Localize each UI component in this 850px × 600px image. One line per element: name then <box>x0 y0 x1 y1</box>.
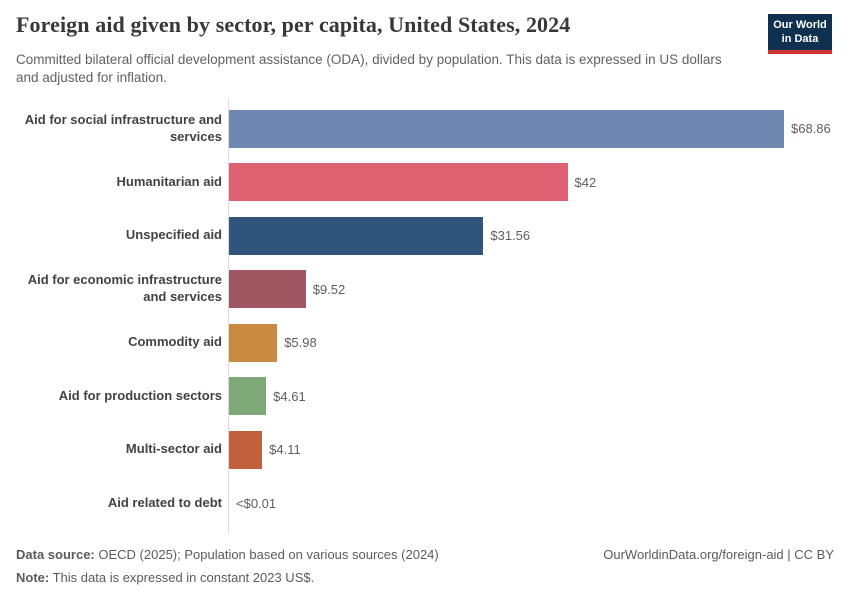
chart-subtitle: Committed bilateral official development… <box>16 52 722 85</box>
category-label: Unspecified aid <box>125 227 222 243</box>
bar-area: $68.86 <box>229 102 834 156</box>
category-label: Aid related to debt <box>107 494 222 510</box>
chart-rows: Aid for social infrastructure and servic… <box>16 102 834 530</box>
chart-row: Aid for economic infrastructure and serv… <box>16 263 834 317</box>
data-source-line: Data source: OECD (2025); Population bas… <box>16 543 834 566</box>
bar[interactable] <box>229 163 568 202</box>
bar[interactable] <box>229 323 278 362</box>
category-label: Commodity aid <box>128 334 222 350</box>
owid-logo-accent-strip <box>768 49 832 54</box>
owid-logo[interactable]: Our World in Data <box>768 14 832 54</box>
value-label: $31.56 <box>490 228 531 244</box>
value-label: $4.61 <box>273 388 306 404</box>
chart-footer: Data source: OECD (2025); Population bas… <box>16 543 834 589</box>
bar[interactable] <box>229 216 484 255</box>
category-label: Aid for production sectors <box>58 387 222 403</box>
chart-row: Unspecified aid $31.56 <box>16 209 834 263</box>
y-axis-line <box>228 98 229 534</box>
bar-area: $4.11 <box>229 423 834 477</box>
value-label: $5.98 <box>284 335 317 351</box>
value-label: $42 <box>574 174 597 190</box>
bar-chart: Aid for social infrastructure and servic… <box>16 98 834 534</box>
bar-area: $31.56 <box>229 209 834 263</box>
chart-row: Aid for production sectors $4.61 <box>16 370 834 424</box>
chart-row: Commodity aid $5.98 <box>16 316 834 370</box>
data-source-label: Data source: <box>16 547 95 562</box>
chart-row: Aid for social infrastructure and servic… <box>16 102 834 156</box>
chart-row: Humanitarian aid $42 <box>16 156 834 210</box>
value-label: $4.11 <box>269 442 301 458</box>
bar-area: <$0.01 <box>229 477 834 531</box>
bar[interactable] <box>229 377 267 416</box>
value-label: <$0.01 <box>236 495 277 511</box>
category-label: Multi-sector aid <box>125 441 222 457</box>
chart-title: Foreign aid given by sector, per capita,… <box>16 12 571 37</box>
value-label: $9.52 <box>312 281 346 297</box>
category-label: Humanitarian aid <box>116 173 222 189</box>
bar-area: $4.61 <box>229 370 834 424</box>
owid-logo-text: Our World in Data <box>768 14 832 50</box>
bar[interactable] <box>229 109 784 148</box>
bar-area: $42 <box>229 156 834 210</box>
chart-row: Aid related to debt <$0.01 <box>16 477 834 531</box>
note-line: Note: This data is expressed in constant… <box>16 566 834 589</box>
owid-logo-line1: Our World <box>773 19 827 31</box>
note-label: Note: <box>16 570 50 585</box>
bar[interactable] <box>229 270 306 309</box>
chart-row: Multi-sector aid $4.11 <box>16 423 834 477</box>
owid-logo-line2: in Data <box>781 33 819 46</box>
data-source-text: OECD (2025); Population based on various… <box>98 547 439 562</box>
category-label: Aid for economic infrastructure and serv… <box>27 272 222 305</box>
bar-area: $9.52 <box>229 263 834 317</box>
footer-link[interactable]: OurWorldinData.org/foreign-aid | CC BY <box>603 547 834 562</box>
bar-area: $5.98 <box>229 316 834 370</box>
note-text: This data is expressed in constant 2023 … <box>52 570 315 585</box>
value-label: $68.86 <box>791 121 831 137</box>
category-label: Aid for social infrastructure and servic… <box>24 111 222 144</box>
bar[interactable] <box>229 430 263 469</box>
